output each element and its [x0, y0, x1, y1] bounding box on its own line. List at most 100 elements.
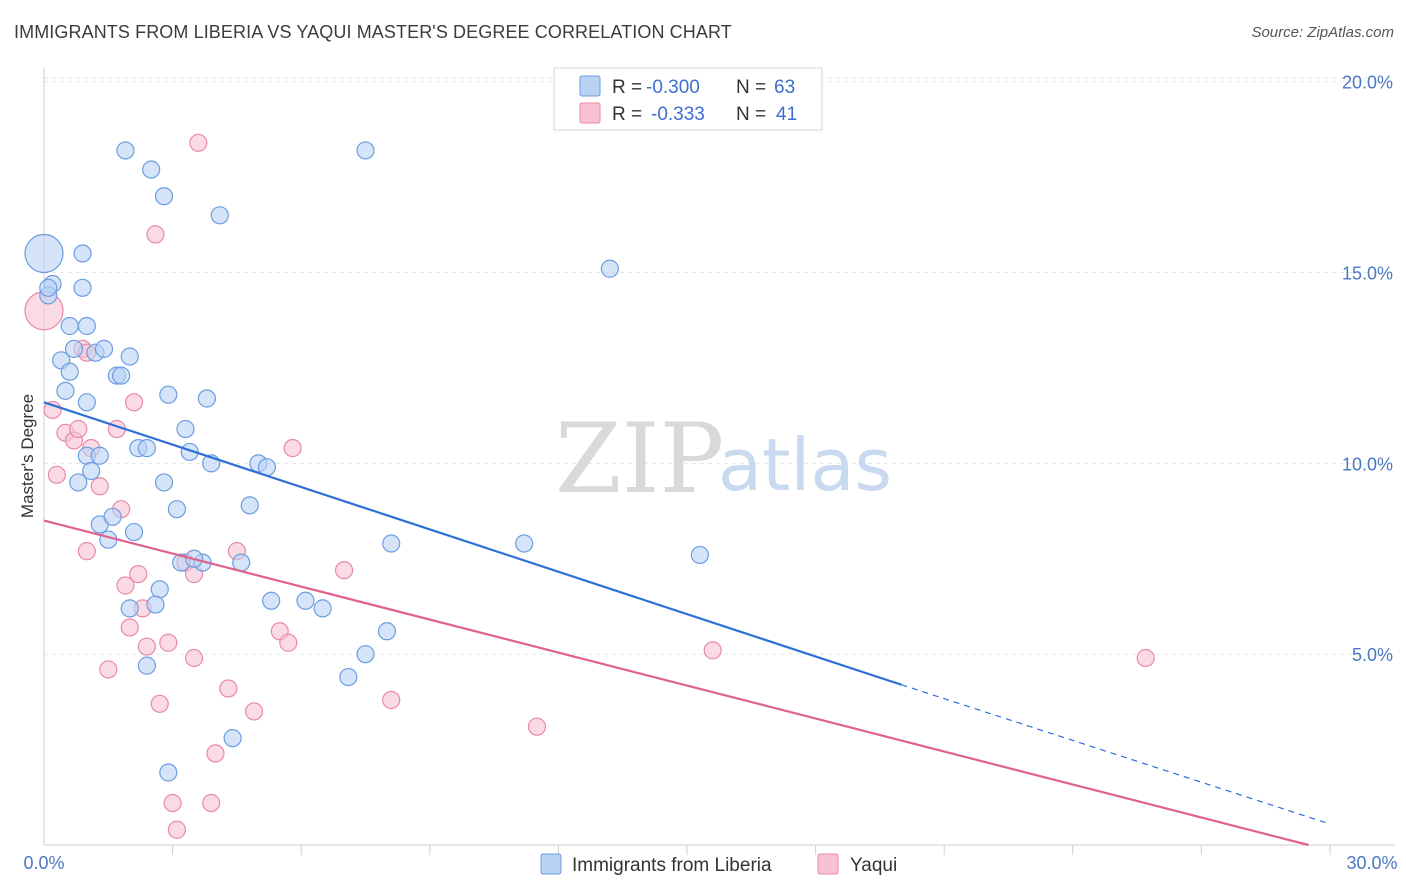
liberia-point [146, 595, 165, 614]
chart-source: Source: ZipAtlas.com [1251, 24, 1394, 41]
liberia-point [120, 599, 139, 618]
yaqui-point [150, 694, 169, 713]
legend-r-value-liberia: -0.300 [646, 77, 700, 98]
yaqui-point [124, 393, 144, 412]
chart-title: IMMIGRANTS FROM LIBERIA VS YAQUI MASTER'… [14, 22, 732, 42]
x-ticks [172, 845, 1331, 855]
yaqui-point [382, 690, 401, 710]
liberia-point [103, 507, 122, 526]
yaqui-point [116, 576, 135, 595]
liberia-point [690, 545, 709, 565]
liberia-point [150, 580, 169, 599]
yaqui-point [334, 561, 354, 580]
yaqui-point [167, 820, 186, 839]
liberia-point [356, 645, 375, 664]
y-tick-label: 10.0% [1342, 454, 1393, 474]
yaqui-point [90, 477, 109, 496]
liberia-point [240, 496, 259, 515]
liberia-point [262, 591, 281, 610]
yaqui-point [279, 633, 298, 652]
liberia-point [69, 473, 88, 492]
liberia-point [60, 316, 79, 336]
liberia-point [154, 473, 174, 492]
trend-lines [43, 401, 1331, 847]
yaqui-point [69, 419, 88, 439]
yaqui-point [77, 542, 96, 561]
liberia-point [137, 656, 156, 675]
series-legend-swatch-yaqui [817, 853, 839, 875]
liberia-point [90, 446, 109, 465]
stats-legend: R = -0.300 N = 63 R = -0.333 N = 41 [553, 67, 823, 131]
series-legend-label-yaqui: Yaqui [850, 855, 897, 876]
legend-n-label-yaqui: N = [736, 104, 766, 125]
liberia-point [116, 141, 135, 160]
yaqui-points [24, 133, 1155, 839]
yaqui-point [146, 225, 165, 244]
yaqui-point [703, 641, 722, 660]
legend-swatch-liberia [579, 75, 601, 97]
liberia-point [180, 442, 199, 462]
yaqui-point [163, 793, 182, 813]
liberia-point [356, 141, 375, 160]
liberia-point [167, 500, 186, 519]
yaqui-point [1136, 648, 1155, 668]
liberia-point [82, 461, 101, 481]
liberia-point [73, 244, 92, 263]
liberia-point [197, 389, 216, 408]
yaqui-point [527, 717, 547, 736]
yaqui-point [120, 618, 139, 637]
liberia-point [159, 763, 178, 782]
y-tick-label: 20.0% [1342, 73, 1393, 93]
y-tick-label: 15.0% [1342, 264, 1393, 284]
watermark-atlas: atlas [718, 423, 892, 507]
yaqui-point [283, 439, 302, 458]
legend-r-value-yaqui: -0.333 [651, 104, 705, 125]
y-tick-labels: 5.0% 10.0% 15.0% 20.0% [1342, 73, 1393, 665]
y-axis-title: Master's Degree [18, 394, 37, 518]
yaqui-point [206, 744, 225, 763]
liberia-point [339, 667, 358, 687]
legend-n-value-liberia: 63 [774, 77, 795, 98]
series-legend: Immigrants from Liberia Yaqui [540, 853, 897, 876]
liberia-point [142, 160, 161, 179]
liberia-point [515, 534, 534, 553]
yaqui-point [244, 702, 264, 721]
liberia-point [210, 206, 229, 225]
liberia-trend-line [43, 401, 902, 686]
liberia-points [24, 141, 709, 782]
yaqui-point [189, 133, 208, 152]
liberia-point [159, 385, 178, 404]
liberia-point [73, 278, 92, 297]
yaqui-point [47, 465, 66, 484]
series-legend-swatch-liberia [540, 853, 562, 875]
y-tick-label: 5.0% [1352, 645, 1393, 665]
liberia-point [377, 622, 397, 641]
legend-r-label-yaqui: R = [612, 104, 642, 125]
liberia-point [24, 233, 64, 274]
yaqui-point [159, 633, 178, 652]
liberia-point [112, 366, 131, 385]
yaqui-point [219, 679, 238, 698]
x-tick-label-max: 30.0% [1346, 853, 1397, 873]
liberia-point [120, 347, 139, 366]
liberia-point [64, 339, 84, 358]
liberia-point [382, 534, 401, 553]
liberia-point [154, 187, 174, 206]
liberia-point [313, 599, 332, 618]
series-legend-label-liberia: Immigrants from Liberia [572, 855, 772, 876]
liberia-point [176, 419, 195, 439]
watermark-zip: ZIP [555, 403, 724, 515]
legend-n-label-liberia: N = [736, 77, 766, 98]
liberia-point [77, 393, 96, 412]
legend-n-value-yaqui: 41 [776, 104, 797, 125]
liberia-point [124, 522, 144, 542]
liberia-point [56, 381, 75, 400]
yaqui-point [99, 660, 118, 679]
legend-swatch-yaqui [579, 102, 601, 124]
liberia-point [223, 729, 242, 748]
liberia-point [296, 591, 315, 610]
liberia-point [137, 439, 156, 458]
legend-r-label-liberia: R = [612, 77, 642, 98]
yaqui-point [184, 648, 204, 668]
